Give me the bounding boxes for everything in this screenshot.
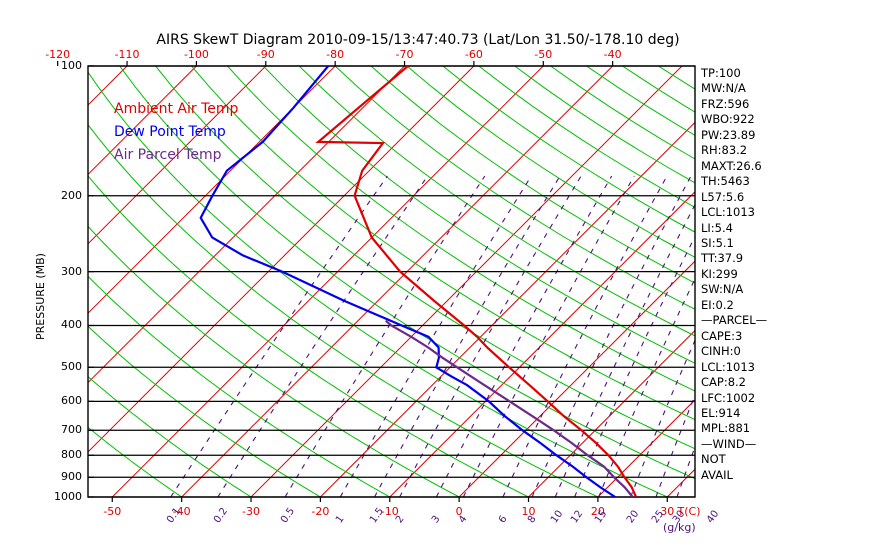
top-temp-tick--50: -50 bbox=[534, 48, 553, 61]
parameter-11: SI:5.1 bbox=[701, 235, 734, 250]
parameter-23: MPL:881 bbox=[701, 421, 751, 436]
parameter-12: TT:37.9 bbox=[701, 251, 744, 266]
pressure-tick-700: 700 bbox=[61, 423, 82, 437]
parameter-10: LI:5.4 bbox=[701, 220, 733, 235]
pressure-tick-600: 600 bbox=[61, 394, 82, 408]
parameter-15: EI:0.2 bbox=[701, 297, 734, 312]
parameter-1: MW:N/A bbox=[701, 81, 746, 96]
parameter-7: TH:5463 bbox=[701, 174, 750, 189]
pressure-tick-1000: 1000 bbox=[54, 490, 82, 503]
bottom-temp-tick--40: -40 bbox=[172, 505, 191, 518]
x-axis-label-temp: T(C) bbox=[677, 505, 701, 518]
bottom-temp-tick-30: 30 bbox=[660, 505, 675, 518]
parameter-4: PW:23.89 bbox=[701, 127, 756, 142]
bottom-temp-tick-20: 20 bbox=[590, 505, 605, 518]
page-title: AIRS SkewT Diagram 2010-09-15/13:47:40.7… bbox=[156, 32, 680, 48]
bottom-temp-tick-0: 0 bbox=[455, 505, 463, 518]
bottom-temp-tick--30: -30 bbox=[242, 505, 260, 518]
legend-dew-point-temp: Dew Point Temp bbox=[114, 124, 226, 140]
top-temp-tick--80: -80 bbox=[326, 48, 345, 61]
bottom-temp-tick-10: 10 bbox=[521, 505, 536, 518]
parameter-panel: TP:100 MW:N/A FRZ:596 WBO:922 PW:23.89 RH:83.… bbox=[701, 66, 796, 483]
parameter-26: AVAIL bbox=[701, 467, 733, 482]
pressure-tick-900: 900 bbox=[61, 470, 82, 484]
pressure-tick-500: 500 bbox=[61, 360, 82, 374]
x-axis-label-mixing: (g/kg) bbox=[663, 521, 696, 534]
parameter-5: RH:83.2 bbox=[701, 143, 748, 158]
parameter-16: —PARCEL— bbox=[701, 313, 768, 328]
pressure-tick-200: 200 bbox=[61, 188, 82, 202]
parameter-9: LCL:1013 bbox=[701, 205, 755, 220]
pressure-tick-300: 300 bbox=[61, 264, 82, 278]
legend-ambient-air-temp: Ambient Air Temp bbox=[114, 101, 239, 117]
legend-air-parcel-temp: Air Parcel Temp bbox=[114, 147, 222, 163]
parameter-25: NOT bbox=[701, 452, 726, 467]
bottom-temp-tick--10: -10 bbox=[380, 505, 399, 518]
bottom-temp-tick--50: -50 bbox=[103, 505, 122, 518]
top-temp-tick--100: -100 bbox=[183, 48, 209, 61]
parameter-3: WBO:922 bbox=[701, 112, 755, 127]
pressure-tick-800: 800 bbox=[61, 448, 82, 462]
parameter-24: —WIND— bbox=[701, 436, 757, 451]
top-temp-tick--120: -120 bbox=[45, 48, 71, 61]
top-temp-tick--60: -60 bbox=[464, 48, 483, 61]
parameter-0: TP:100 bbox=[701, 66, 741, 80]
parameter-20: CAP:8.2 bbox=[701, 375, 746, 390]
pressure-tick-100: 100 bbox=[61, 59, 82, 72]
parameter-14: SW:N/A bbox=[701, 282, 744, 297]
pressure-tick-400: 400 bbox=[61, 318, 82, 332]
parameter-8: L57:5.6 bbox=[701, 189, 745, 204]
bottom-temp-tick--20: -20 bbox=[311, 505, 330, 518]
parameter-22: EL:914 bbox=[701, 405, 741, 420]
parameter-17: CAPE:3 bbox=[701, 328, 743, 343]
parameter-18: CINH:0 bbox=[701, 344, 741, 359]
parameter-6: MAXT:26.6 bbox=[701, 158, 762, 173]
top-temp-tick--90: -90 bbox=[256, 48, 275, 61]
top-temp-tick--70: -70 bbox=[395, 48, 414, 61]
top-temp-tick--110: -110 bbox=[114, 48, 140, 61]
parameter-13: KI:299 bbox=[701, 266, 738, 281]
top-temp-tick--40: -40 bbox=[603, 48, 622, 61]
parameter-19: LCL:1013 bbox=[701, 359, 755, 374]
parameter-21: LFC:1002 bbox=[701, 390, 756, 405]
parameter-2: FRZ:596 bbox=[701, 96, 750, 111]
